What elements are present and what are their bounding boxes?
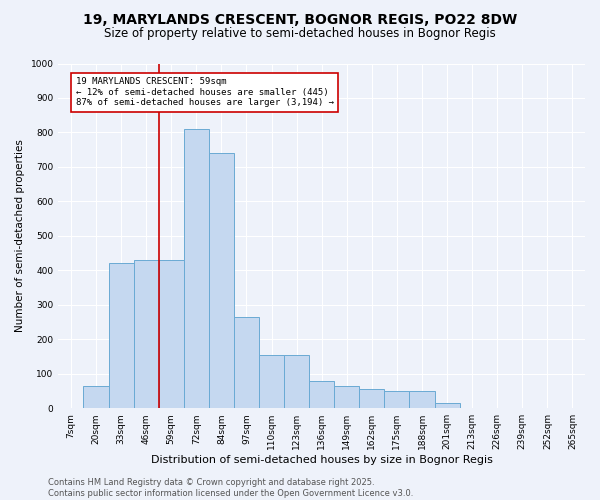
Bar xyxy=(83,386,109,408)
Bar xyxy=(334,386,359,408)
Bar xyxy=(109,264,134,408)
Bar xyxy=(184,129,209,408)
Bar xyxy=(434,403,460,408)
Bar xyxy=(159,260,184,408)
Bar xyxy=(209,153,234,408)
Bar xyxy=(409,391,434,408)
Bar xyxy=(284,355,309,408)
X-axis label: Distribution of semi-detached houses by size in Bognor Regis: Distribution of semi-detached houses by … xyxy=(151,455,493,465)
Y-axis label: Number of semi-detached properties: Number of semi-detached properties xyxy=(15,140,25,332)
Text: 19 MARYLANDS CRESCENT: 59sqm
← 12% of semi-detached houses are smaller (445)
87%: 19 MARYLANDS CRESCENT: 59sqm ← 12% of se… xyxy=(76,78,334,107)
Bar xyxy=(134,260,159,408)
Bar xyxy=(259,355,284,408)
Text: Contains HM Land Registry data © Crown copyright and database right 2025.
Contai: Contains HM Land Registry data © Crown c… xyxy=(48,478,413,498)
Text: Size of property relative to semi-detached houses in Bognor Regis: Size of property relative to semi-detach… xyxy=(104,28,496,40)
Bar xyxy=(309,380,334,408)
Text: 19, MARYLANDS CRESCENT, BOGNOR REGIS, PO22 8DW: 19, MARYLANDS CRESCENT, BOGNOR REGIS, PO… xyxy=(83,12,517,26)
Bar xyxy=(359,389,385,408)
Bar xyxy=(385,391,409,408)
Bar xyxy=(234,317,259,408)
